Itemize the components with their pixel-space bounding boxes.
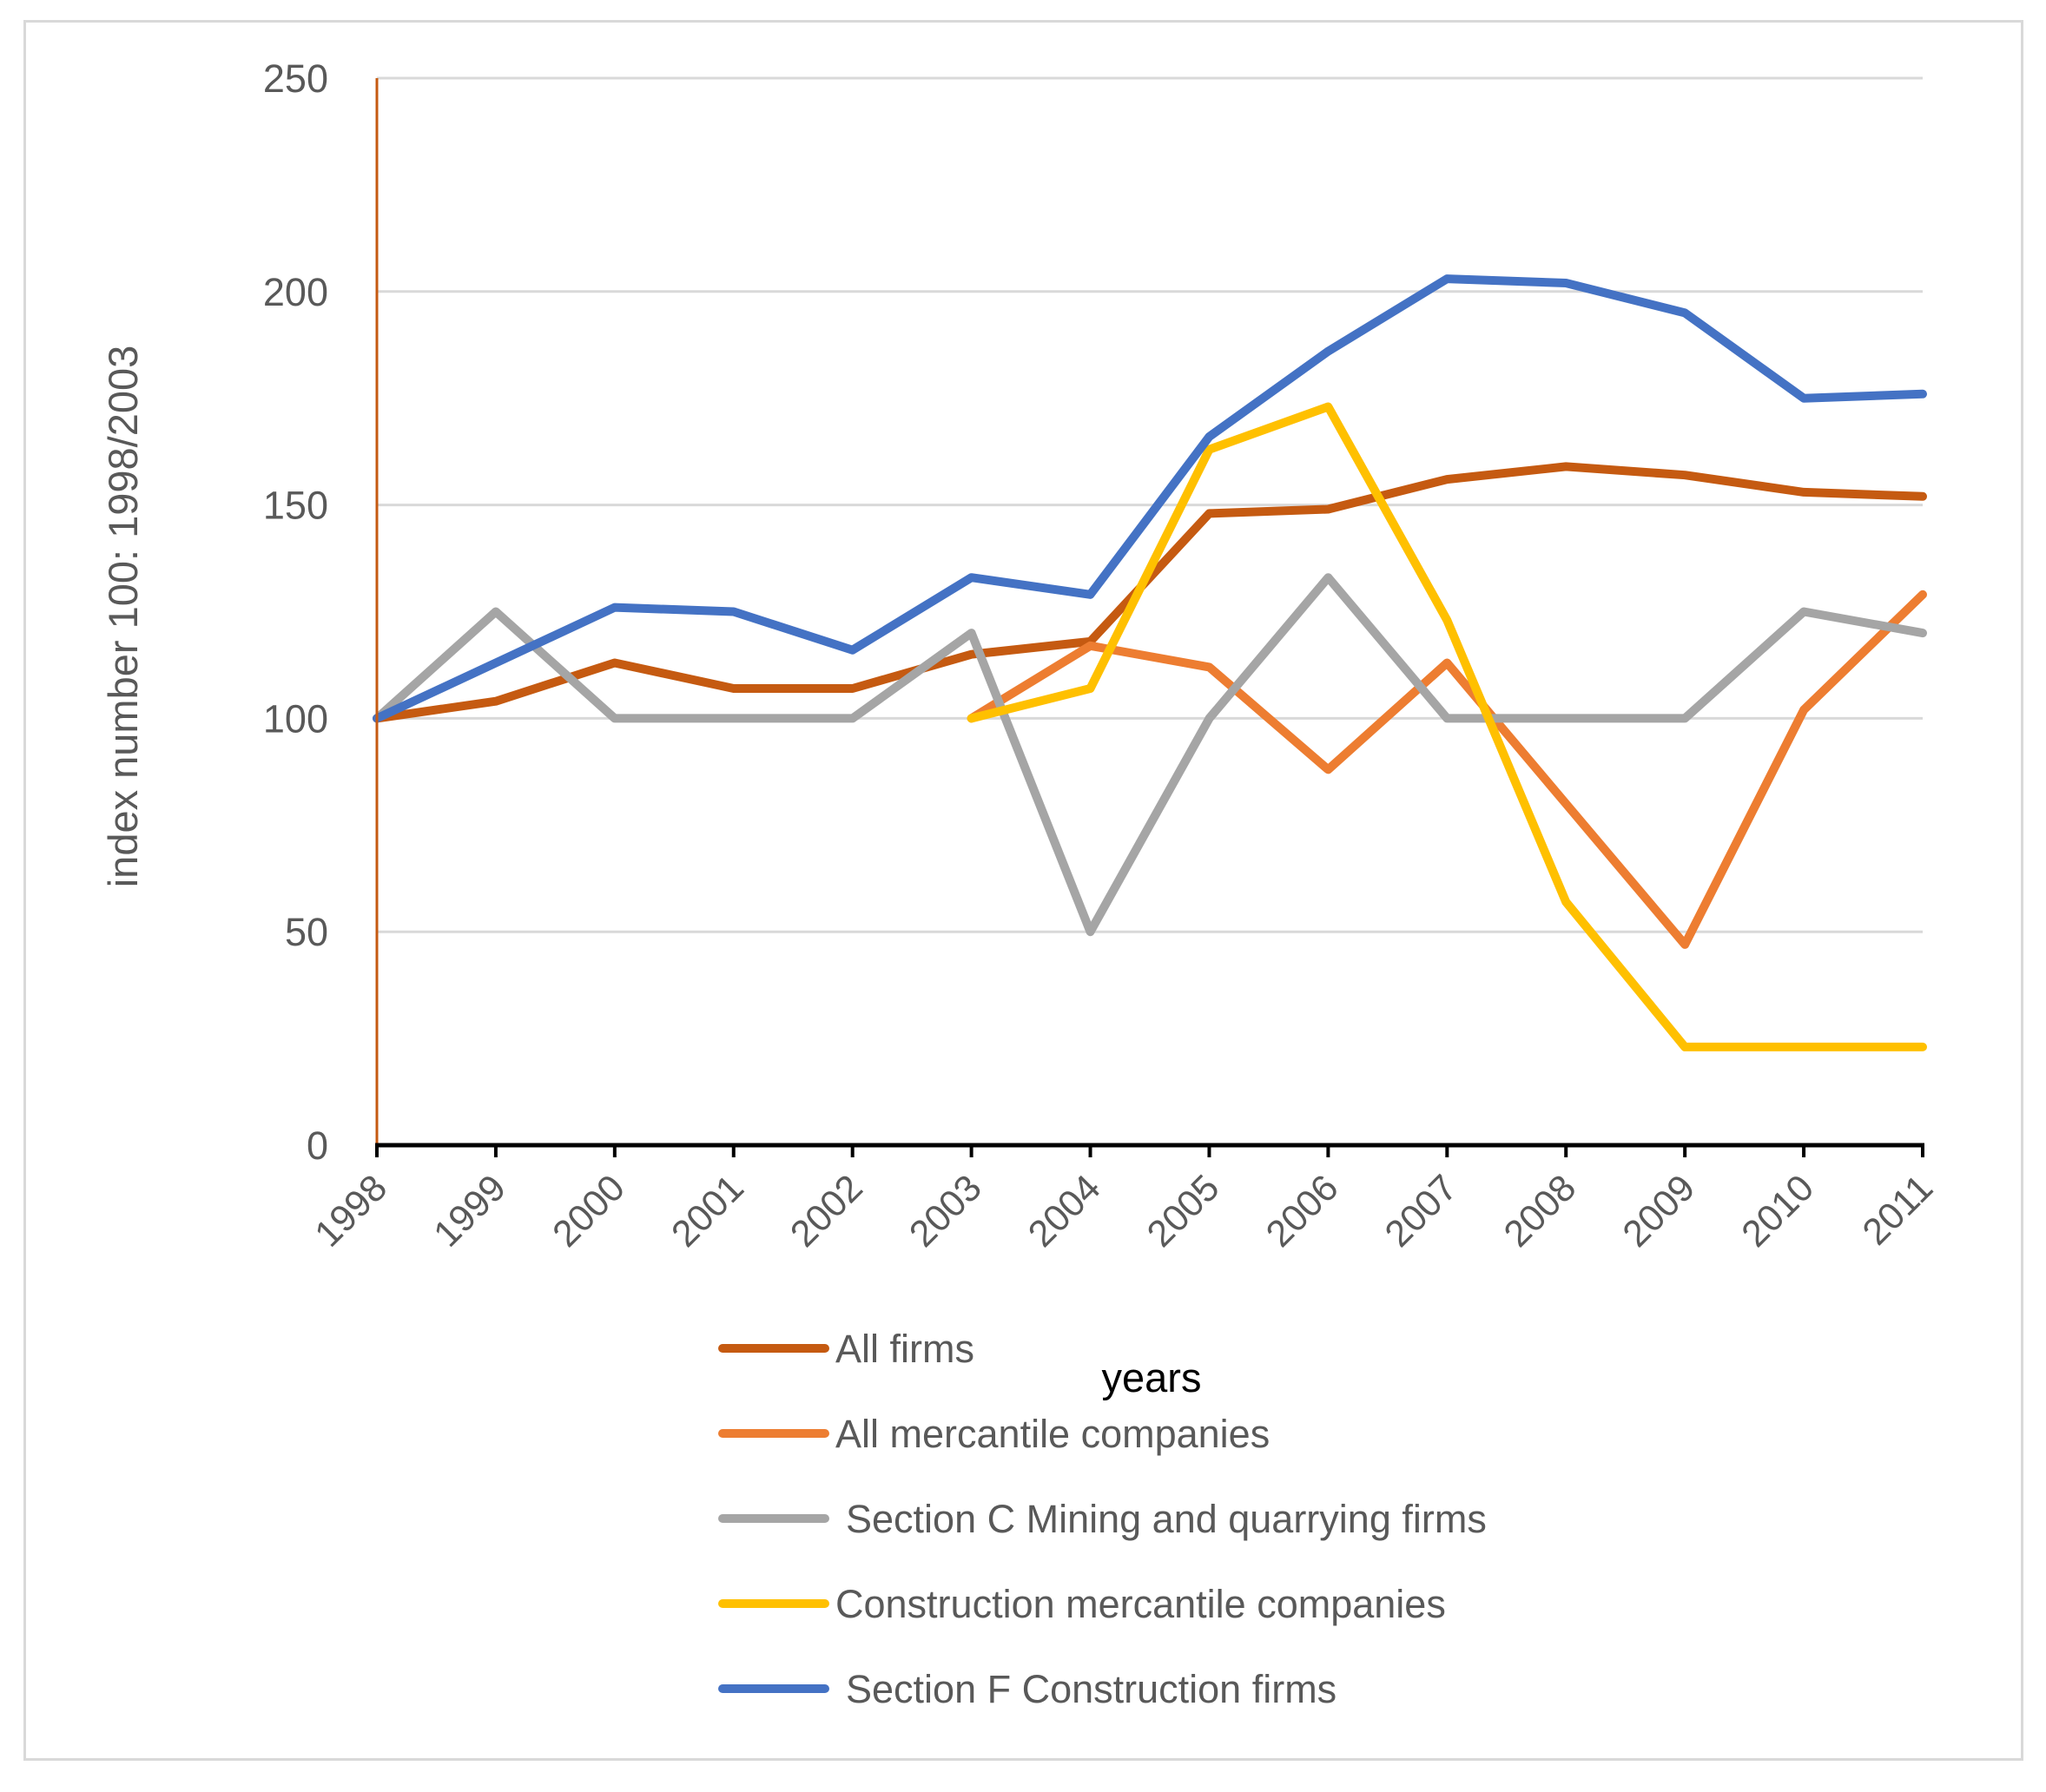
x-tick-label: 1998 bbox=[307, 1167, 395, 1255]
series-line-3 bbox=[967, 402, 1927, 1051]
x-tick-label: 2000 bbox=[544, 1167, 633, 1255]
series-line-4 bbox=[373, 274, 1927, 723]
series-line-1 bbox=[967, 590, 1927, 949]
x-tick-label: 2003 bbox=[901, 1167, 990, 1255]
x-tick-label: 2002 bbox=[782, 1167, 871, 1255]
x-tick-label: 2007 bbox=[1377, 1167, 1466, 1255]
x-tick-label: 2001 bbox=[663, 1167, 752, 1255]
x-axis-label: years bbox=[1102, 1354, 1202, 1400]
x-tick-labels: 1998 1999 2000 2001 2002 2003 2004 2005 2006 2007… bbox=[307, 1167, 1941, 1255]
legend-label: All mercantile companies bbox=[835, 1412, 1270, 1456]
x-tick-label: 2006 bbox=[1258, 1167, 1347, 1255]
gridlines bbox=[377, 76, 1923, 933]
x-tick-label: 1999 bbox=[426, 1167, 514, 1255]
x-tick-label: 2011 bbox=[1855, 1167, 1941, 1253]
x-tick-label: 2005 bbox=[1139, 1167, 1228, 1255]
x-tick-label: 2010 bbox=[1734, 1167, 1823, 1255]
x-tick-label: 2004 bbox=[1020, 1167, 1109, 1255]
chart-frame bbox=[23, 20, 2023, 1761]
x-tick-label: 2009 bbox=[1615, 1167, 1704, 1255]
y-axis-label: index number 100: 1998/2003 bbox=[100, 346, 146, 888]
y-tick-label: 50 bbox=[285, 910, 328, 954]
axes bbox=[375, 78, 1924, 1157]
series-line-2 bbox=[373, 573, 1927, 937]
x-tick-label: 2008 bbox=[1496, 1167, 1585, 1255]
legend: All firms All mercantile companies Section… bbox=[718, 1327, 1487, 1711]
series-lines bbox=[373, 274, 1927, 1051]
legend-label: All firms bbox=[835, 1327, 974, 1371]
y-tick-label: 100 bbox=[263, 696, 328, 741]
y-tick-labels: 0 50 100 150 200 250 bbox=[263, 56, 328, 1168]
y-tick-label: 200 bbox=[263, 270, 328, 314]
y-tick-label: 150 bbox=[263, 484, 328, 528]
y-tick-label: 0 bbox=[307, 1123, 328, 1168]
y-tick-label: 250 bbox=[263, 56, 328, 101]
legend-label: Section F Construction firms bbox=[846, 1667, 1336, 1711]
legend-label: Section C Mining and quarrying firms bbox=[846, 1497, 1487, 1541]
legend-label: Construction mercantile companies bbox=[835, 1582, 1446, 1626]
